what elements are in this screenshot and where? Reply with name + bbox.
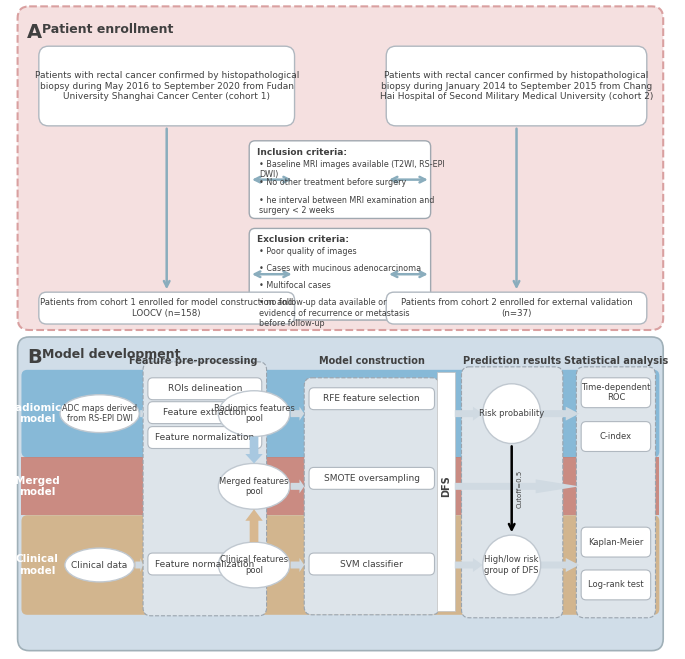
FancyBboxPatch shape: [386, 46, 647, 126]
FancyBboxPatch shape: [581, 422, 651, 451]
Polygon shape: [455, 407, 483, 420]
Text: Clinical features
pool: Clinical features pool: [220, 556, 288, 575]
Ellipse shape: [219, 391, 290, 436]
FancyBboxPatch shape: [143, 362, 266, 616]
Bar: [21, 457, 660, 515]
Ellipse shape: [219, 542, 290, 588]
FancyBboxPatch shape: [18, 7, 663, 330]
FancyBboxPatch shape: [39, 292, 295, 324]
Text: Model development: Model development: [42, 348, 180, 361]
Polygon shape: [140, 407, 143, 420]
FancyBboxPatch shape: [148, 553, 262, 575]
FancyBboxPatch shape: [581, 570, 651, 600]
Polygon shape: [455, 479, 580, 494]
Text: Cutoff=0.5: Cutoff=0.5: [516, 471, 523, 509]
Text: • Cases with mucinous adenocarcinoma: • Cases with mucinous adenocarcinoma: [259, 264, 421, 273]
Text: Feature normalization: Feature normalization: [155, 433, 254, 442]
Text: DFS: DFS: [441, 475, 451, 497]
Text: • no follow-up data available or
evidence of recurrence or metastasis
before fol: • no follow-up data available or evidenc…: [259, 298, 410, 328]
Text: • Poor quality of images: • Poor quality of images: [259, 247, 356, 256]
Text: Feature pre-processing: Feature pre-processing: [129, 356, 258, 366]
FancyBboxPatch shape: [249, 141, 431, 219]
Text: Clinical data: Clinical data: [71, 561, 127, 569]
Text: Patients with rectal cancer confirmed by histopathological
biopsy during May 201: Patients with rectal cancer confirmed by…: [34, 71, 299, 101]
Text: • Multifocal cases: • Multifocal cases: [259, 281, 331, 290]
Text: Patients from cohort 1 enrolled for model construction and
LOOCV (n=158): Patients from cohort 1 enrolled for mode…: [40, 299, 293, 318]
FancyBboxPatch shape: [309, 387, 434, 410]
Polygon shape: [540, 558, 580, 572]
Text: High/low risk
group of DFS: High/low risk group of DFS: [484, 556, 539, 575]
FancyBboxPatch shape: [18, 337, 663, 650]
Text: • he interval between MRI examination and
surgery < 2 weeks: • he interval between MRI examination an…: [259, 196, 434, 215]
Circle shape: [483, 384, 540, 444]
FancyBboxPatch shape: [581, 527, 651, 557]
FancyBboxPatch shape: [581, 378, 651, 408]
FancyBboxPatch shape: [576, 367, 656, 617]
FancyBboxPatch shape: [39, 46, 295, 126]
Text: • No other treatment before surgery: • No other treatment before surgery: [259, 178, 406, 186]
Text: Clinical
model: Clinical model: [16, 554, 58, 576]
Text: Merged
model: Merged model: [14, 476, 60, 497]
Text: ADC maps derived
from RS-EPI DWI: ADC maps derived from RS-EPI DWI: [62, 404, 137, 423]
Text: Time-dependent
ROC: Time-dependent ROC: [582, 383, 651, 403]
Bar: [438, 372, 455, 611]
FancyBboxPatch shape: [249, 229, 431, 320]
Polygon shape: [245, 436, 263, 463]
Polygon shape: [540, 407, 580, 420]
Text: RFE feature selection: RFE feature selection: [323, 394, 420, 403]
FancyBboxPatch shape: [304, 378, 439, 615]
Text: Exclusion criteria:: Exclusion criteria:: [257, 235, 349, 244]
Text: Risk probability: Risk probability: [479, 409, 545, 418]
FancyBboxPatch shape: [386, 292, 647, 324]
Text: A: A: [27, 23, 42, 42]
Text: Kaplan-Meier: Kaplan-Meier: [588, 538, 644, 546]
Ellipse shape: [219, 463, 290, 509]
Text: Merged features
pool: Merged features pool: [219, 476, 289, 496]
Text: Log-rank test: Log-rank test: [588, 581, 644, 589]
FancyBboxPatch shape: [21, 515, 660, 615]
Circle shape: [483, 535, 540, 595]
Text: B: B: [27, 348, 42, 367]
Text: Feature normalization: Feature normalization: [155, 559, 254, 569]
FancyBboxPatch shape: [309, 553, 434, 575]
Text: Patients with rectal cancer confirmed by histopathological
biopsy during January: Patients with rectal cancer confirmed by…: [379, 71, 653, 101]
Polygon shape: [290, 479, 304, 494]
Text: • Baseline MRI images available (T2WI, RS-EPI
DWI): • Baseline MRI images available (T2WI, R…: [259, 159, 445, 179]
Polygon shape: [290, 558, 304, 572]
Polygon shape: [136, 558, 143, 572]
Text: C-index: C-index: [600, 432, 632, 441]
Text: Patient enrollment: Patient enrollment: [42, 23, 173, 36]
Polygon shape: [455, 558, 483, 572]
Text: ROIs delineation: ROIs delineation: [168, 384, 242, 393]
FancyBboxPatch shape: [21, 370, 660, 457]
Polygon shape: [245, 509, 263, 542]
Ellipse shape: [65, 548, 134, 582]
FancyBboxPatch shape: [309, 467, 434, 490]
Text: SVM classifier: SVM classifier: [340, 559, 403, 569]
FancyBboxPatch shape: [148, 402, 262, 424]
Text: Radiomics features
pool: Radiomics features pool: [214, 404, 295, 423]
Text: Patients from cohort 2 enrolled for external validation
(n=37): Patients from cohort 2 enrolled for exte…: [401, 299, 632, 318]
Text: Model construction: Model construction: [319, 356, 425, 366]
Ellipse shape: [60, 395, 139, 432]
Text: Statistical analysis: Statistical analysis: [564, 356, 668, 366]
Text: Radiomics
model: Radiomics model: [7, 403, 67, 424]
Polygon shape: [290, 407, 304, 420]
FancyBboxPatch shape: [148, 426, 262, 449]
Text: Prediction results: Prediction results: [462, 356, 561, 366]
Text: SMOTE oversampling: SMOTE oversampling: [324, 474, 420, 483]
Text: Inclusion criteria:: Inclusion criteria:: [257, 148, 347, 157]
FancyBboxPatch shape: [148, 378, 262, 400]
FancyBboxPatch shape: [462, 367, 563, 617]
Text: Feature extraction: Feature extraction: [163, 408, 247, 417]
